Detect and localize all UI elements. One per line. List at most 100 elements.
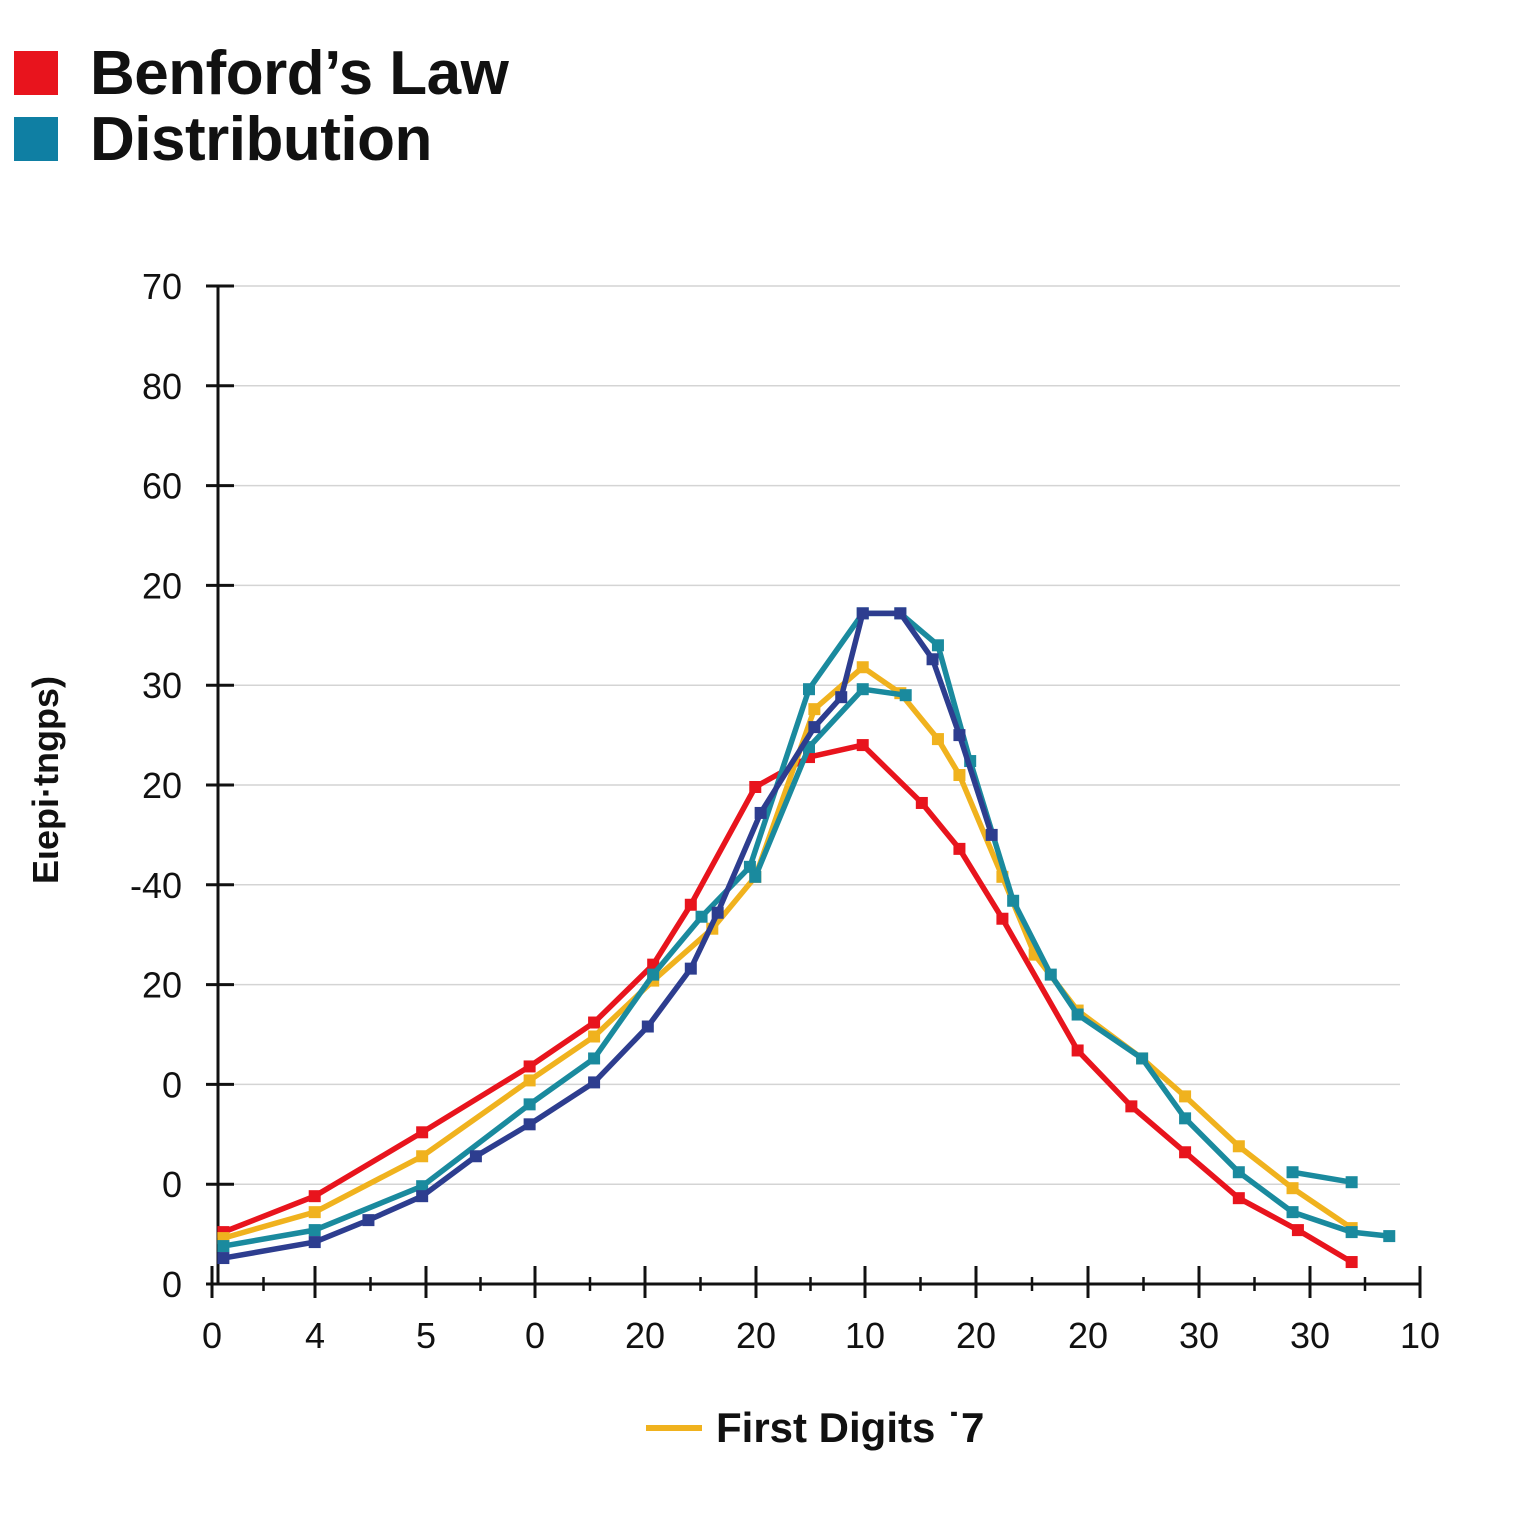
series-line-4 [220,610,995,1261]
data-point [856,683,869,696]
data-point [1345,1256,1358,1269]
data-point [1232,1140,1245,1153]
data-point [641,1020,654,1033]
data-point [1286,1166,1299,1179]
data-point [523,1074,536,1087]
data-point [754,806,767,819]
data-point [588,1076,601,1089]
data-point [899,689,912,702]
legend-swatch-teal [14,117,58,161]
data-point [1044,968,1057,981]
data-point [523,1060,536,1073]
data-point [523,1098,536,1111]
x-tick-label: 4 [305,1315,325,1356]
data-point [1232,1192,1245,1205]
data-point [695,910,708,923]
series-line-3 [752,686,909,880]
legend-bottom-label: First Digits ˙7 [716,1404,985,1451]
data-point [684,962,697,975]
legend-line-swatch [646,1425,702,1431]
data-point [803,683,815,696]
x-tick-label: 20 [736,1315,776,1356]
y-tick-label: 20 [142,965,182,1006]
data-point [808,721,821,734]
data-point [711,906,724,919]
data-point [308,1236,321,1249]
data-point [931,639,944,652]
y-tick-label: 30 [142,665,182,706]
data-point [684,898,697,911]
y-axis-label: Eιepi·tngps) [25,676,66,884]
data-point [469,1150,482,1163]
data-point [749,870,762,883]
data-point [1179,1146,1192,1159]
data-point [926,653,939,666]
data-point [308,1206,321,1219]
data-point [523,1118,536,1131]
data-point [915,796,928,809]
data-point [647,968,660,981]
data-point [1136,1052,1149,1065]
data-point [1345,1226,1358,1239]
data-point [1179,1090,1192,1103]
data-point [835,691,848,704]
data-point [1071,1044,1084,1057]
data-point [1286,1206,1299,1219]
x-tick-label: 10 [1400,1315,1440,1356]
x-tick-label: 10 [845,1315,885,1356]
y-tick-label: 0 [162,1264,182,1305]
data-point [1286,1182,1299,1195]
data-point [588,1052,601,1065]
legend-swatch-red [14,51,58,95]
data-point [985,828,998,841]
data-point [856,661,869,674]
data-point [1383,1230,1396,1243]
data-point [1345,1176,1358,1189]
legend-item-benfords-law: Benford’s Law [14,38,509,108]
data-point [953,729,966,742]
legend-label: Benford’s Law [90,38,509,108]
data-point [1125,1100,1138,1113]
data-point [894,607,907,620]
data-point [308,1224,321,1237]
y-tick-label: 0 [162,1064,182,1105]
y-tick-label: 80 [142,366,182,407]
data-point [953,842,966,855]
x-tick-label: 30 [1179,1315,1219,1356]
data-point [808,703,821,716]
data-point [416,1190,429,1203]
data-point [1291,1224,1304,1237]
data-point [217,1240,230,1253]
data-point [931,733,944,746]
data-point [362,1214,375,1227]
x-tick-label: 0 [525,1315,545,1356]
data-point [749,780,762,793]
legend-top: Benford’s Law Distribution [14,38,509,174]
x-tick-label: 5 [416,1315,436,1356]
y-tick-label: 60 [142,466,182,507]
data-point [308,1190,321,1203]
x-tick-label: 30 [1290,1315,1330,1356]
y-tick-label: 20 [142,765,182,806]
data-point [217,1252,230,1265]
data-point [856,607,869,620]
series-line-5 [1289,1169,1355,1185]
x-tick-label: 20 [1068,1315,1108,1356]
data-point [1071,1008,1084,1021]
data-point [743,860,756,873]
data-point [416,1150,429,1163]
data-point [996,912,1009,925]
data-point [953,769,966,782]
legend-label: Distribution [90,104,432,174]
y-tick-label: -40 [130,865,182,906]
data-point [1179,1112,1192,1125]
x-tick-label: 0 [202,1315,222,1356]
y-tick-label: 70 [142,266,182,307]
data-point [1232,1166,1245,1179]
data-point [1007,894,1020,907]
data-point [416,1126,429,1139]
data-point [856,739,869,752]
series-line-2 [220,610,1393,1249]
y-tick-label: 0 [162,1164,182,1205]
